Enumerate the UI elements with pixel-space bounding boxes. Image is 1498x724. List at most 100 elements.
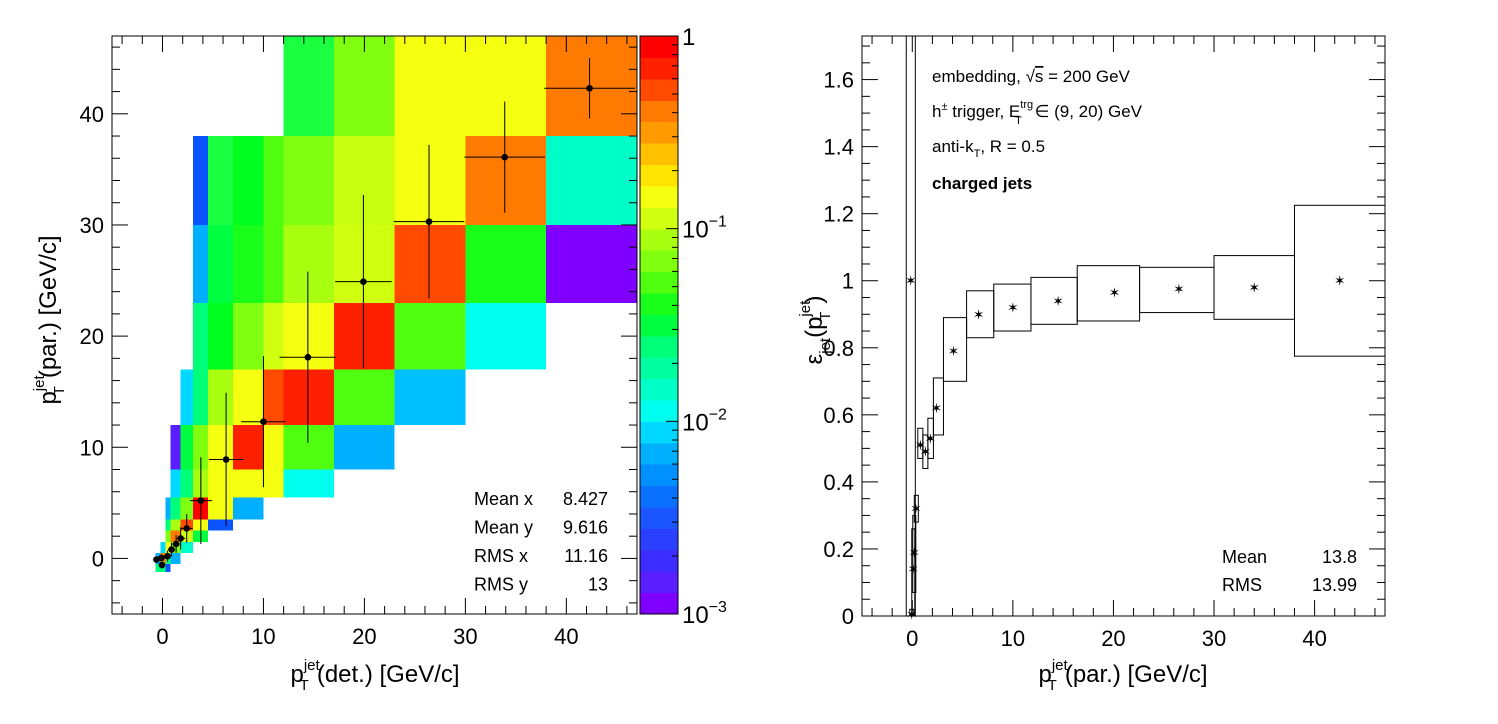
x-tick-label: 10 [1001, 626, 1025, 651]
efficiency-frame [861, 35, 1386, 617]
palette-label: 10−3 [682, 599, 727, 629]
legend-line-1: embedding, √s = 200 GeV [932, 67, 1131, 86]
palette-swatch [640, 421, 678, 444]
palette-swatch [640, 143, 678, 166]
heatmap-cell [465, 136, 547, 225]
heatmap-cell [192, 369, 208, 426]
stats-label: RMS [1222, 575, 1262, 595]
palette-swatch [640, 78, 678, 101]
heatmap-cell [192, 425, 208, 470]
profile-point [360, 278, 367, 285]
heatmap-cell [283, 369, 335, 426]
palette-swatch [640, 528, 678, 551]
palette-swatch [640, 271, 678, 294]
palette-swatch [640, 464, 678, 487]
heatmap-cell [192, 302, 208, 370]
x-tick-label: 40 [1302, 626, 1326, 651]
palette-swatch [640, 335, 678, 358]
palette-label-exp: −2 [709, 406, 727, 423]
legend-text-part: h [932, 102, 941, 121]
palette-swatch [640, 485, 678, 508]
legend-line-4: charged jets [932, 174, 1032, 193]
heatmap-cell [334, 136, 395, 225]
palette-swatch [640, 314, 678, 337]
efficiency-point: ✶ [1007, 300, 1019, 316]
y-tick-label: 1.2 [823, 202, 854, 227]
palette-label: 10−2 [682, 406, 727, 436]
axis-title-rest: (par.) [GeV/c] [1065, 661, 1208, 688]
y-tick-label: 1.6 [823, 68, 854, 93]
heatmap-cell [180, 425, 193, 470]
y-axis-title: εjet(pjet T) [797, 296, 834, 365]
axis-title-sub: T [300, 677, 309, 694]
profile-point [153, 556, 160, 563]
legend-text-part: = 200 GeV [1043, 67, 1130, 86]
heatmap-cell [283, 469, 335, 498]
efficiency-point: ✶ [910, 501, 922, 517]
axis-title-open: (p [801, 317, 828, 338]
profile-point [168, 546, 175, 553]
stats-value: 11.16 [564, 546, 608, 566]
heatmap-cell [192, 224, 208, 303]
heatmap-cell [170, 552, 181, 564]
palette-swatch [640, 571, 678, 594]
efficiency-point: ✶ [907, 561, 919, 577]
efficiency-point: ✶ [1173, 281, 1185, 297]
palette-label-exp: −3 [709, 599, 727, 616]
heatmap-cell [233, 469, 264, 498]
x-tick-label: 40 [554, 624, 578, 649]
heatmap-cell [192, 519, 208, 531]
efficiency-point: ✶ [1334, 273, 1346, 289]
palette-label-exp: −1 [709, 214, 727, 231]
legend-line-2: h± trigger, Etrg T ∈ (9, 20) GeV [932, 99, 1143, 127]
legend-text-sup: trg [1020, 99, 1033, 111]
profile-point [177, 535, 184, 542]
efficiency-panel: ✶✶✶✶✶✶✶✶✶✶✶ ✶ ✶✶ ✶ ✶ ✶ 0 10 20 30 40 0 0.2 0.4 0.6 0.8 1… [797, 35, 1386, 694]
stats-value: 13 [588, 575, 608, 595]
palette-swatch [640, 207, 678, 230]
x-tick-label: 0 [156, 624, 168, 649]
x-axis-title: pjet T (det.) [GeV/c] [290, 657, 459, 694]
axis-title-eps: ε [801, 353, 828, 364]
palette-swatch [640, 36, 678, 59]
axis-title-rest: (par.) [GeV/c] [35, 235, 62, 378]
heatmap-cell [207, 469, 234, 498]
heatmap-cell [170, 497, 181, 520]
heatmap-cell [546, 136, 637, 225]
heatmap-cell [233, 497, 264, 520]
stats-value: 8.427 [563, 489, 608, 509]
uncertainty-box [927, 417, 934, 459]
profile-point [183, 525, 191, 532]
heatmap-cell [192, 136, 208, 225]
y-tick-label: 0.2 [823, 537, 854, 562]
heatmap-cell [207, 302, 234, 370]
legend-text-sub: T [1015, 115, 1022, 127]
y-tick-label: 0.4 [823, 470, 854, 495]
stats-box: Mean x 8.427 Mean y 9.616 RMS x 11.16 RMS y 13 [474, 489, 608, 595]
palette-swatch [640, 100, 678, 123]
profile-point [304, 353, 312, 361]
heatmap-cell [180, 541, 193, 553]
axis-title-sup: jet [303, 657, 321, 674]
heatmap-cell [233, 425, 264, 470]
palette-swatch [640, 378, 678, 401]
efficiency-point: ✶ [1052, 293, 1064, 309]
palette-label-base: 10 [682, 409, 709, 436]
axis-title-close: ) [801, 296, 828, 304]
heatmap-cell [263, 369, 284, 426]
stats-value: 9.616 [563, 518, 608, 538]
y-tick-label: 0.6 [823, 403, 854, 428]
heatmap-cell [207, 519, 234, 531]
heatmap-cell [165, 530, 171, 542]
heatmap-cell [165, 497, 171, 520]
efficiency-point: ✶ [905, 273, 917, 289]
y-tick-label: 20 [80, 324, 104, 349]
y-tick-label: 0.8 [823, 336, 854, 361]
palette-swatch [640, 228, 678, 251]
legend-text-part: anti-k [932, 137, 974, 156]
palette-swatch [640, 164, 678, 187]
legend-line-3: anti-kT, R = 0.5 [932, 137, 1045, 160]
heatmap-cell [394, 36, 466, 137]
heatmap-cell [394, 302, 466, 370]
